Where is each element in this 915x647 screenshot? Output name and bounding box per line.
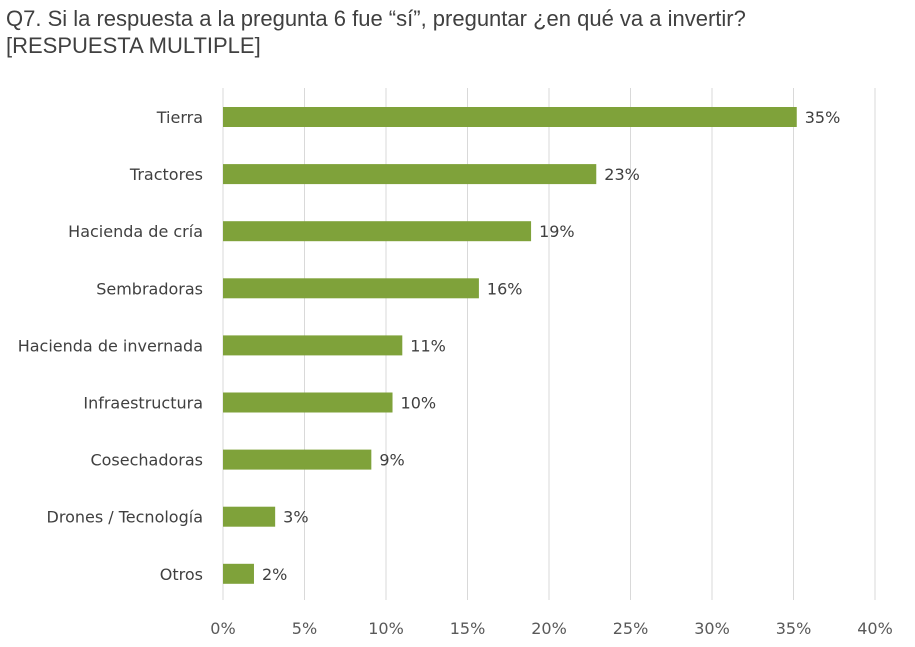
x-tick-label: 0% [210,619,235,638]
bar [223,164,597,185]
x-tick-label: 10% [368,619,404,638]
bar [223,107,797,127]
bar [223,221,532,242]
bar [223,335,403,356]
category-label: Hacienda de cría [68,222,203,241]
data-label: 19% [539,222,575,241]
data-label: 3% [283,508,308,527]
bar [223,563,254,584]
category-label: Otros [160,565,203,584]
x-tick-label: 25% [613,619,649,638]
x-tick-label: 15% [450,619,486,638]
x-tick-label: 30% [694,619,730,638]
data-label: 35% [805,108,841,127]
category-label: Hacienda de invernada [18,336,203,355]
data-label: 23% [604,165,640,184]
chart-title-line-1: Q7. Si la respuesta a la pregunta 6 fue … [6,6,746,31]
x-tick-label: 5% [292,619,317,638]
category-label: Tierra [156,108,203,127]
category-label: Tractores [129,165,203,184]
category-label: Cosechadoras [90,451,203,470]
x-tick-label: 35% [776,619,812,638]
chart-title-line-2: [RESPUESTA MULTIPLE] [6,33,261,58]
category-label: Drones / Tecnología [47,508,203,527]
data-label: 11% [410,336,446,355]
data-label: 9% [379,451,404,470]
bar [223,449,372,470]
bar [223,506,276,527]
data-label: 16% [487,279,523,298]
x-tick-label: 20% [531,619,567,638]
x-tick-label: 40% [857,619,893,638]
chart-title: Q7. Si la respuesta a la pregunta 6 fue … [6,5,906,59]
data-label: 10% [401,394,437,413]
bar [223,278,479,299]
category-label: Sembradoras [96,279,203,298]
category-label: Infraestructura [83,394,203,413]
data-label: 2% [262,565,287,584]
bar [223,392,393,413]
